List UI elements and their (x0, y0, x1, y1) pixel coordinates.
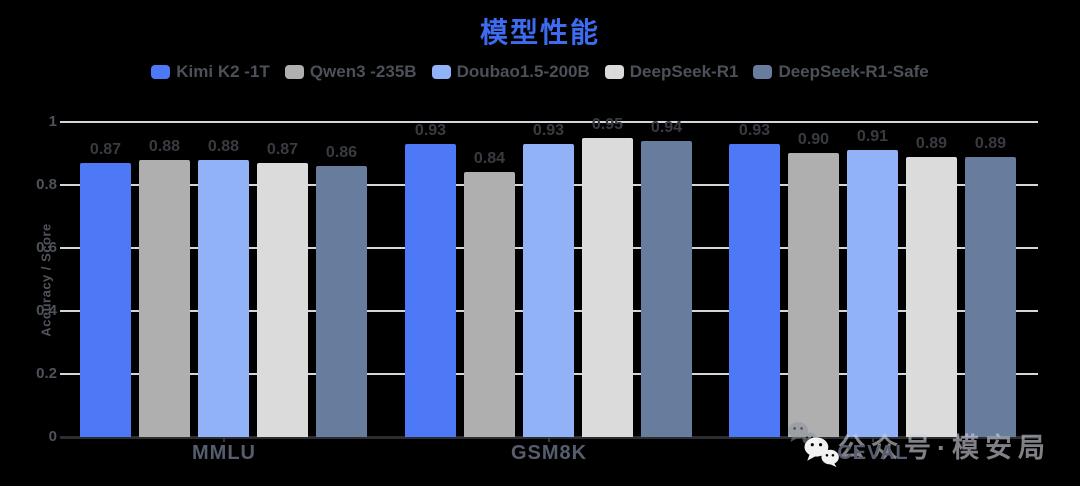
bar-mmlu-deepseek-r1-safe (316, 166, 367, 437)
bar-gsm8k-doubao1-5-200b (523, 144, 574, 437)
legend-swatch (284, 65, 304, 79)
x-axis-tick (223, 437, 225, 442)
x-category-label-mmlu: MMLU (192, 442, 256, 464)
bar-mmlu-doubao1-5-200b (198, 160, 249, 437)
bar-value-label: 0.87 (89, 141, 122, 158)
legend-item-deepseek-r1: DeepSeek-R1 (604, 62, 739, 82)
bar-ceval-qwen3-235b (788, 153, 839, 437)
bar-value-label: 0.94 (650, 119, 683, 136)
gridline (60, 121, 1038, 123)
bar-value-label: 0.89 (915, 135, 948, 152)
legend-item-deepseek-r1-safe: DeepSeek-R1-Safe (753, 62, 929, 82)
y-tick-label: 0.2 (36, 365, 57, 382)
bar-value-label: 0.91 (856, 128, 889, 145)
bar-value-label: 0.95 (591, 116, 624, 133)
bar-value-label: 0.90 (797, 131, 830, 148)
legend-swatch (151, 65, 171, 79)
legend-swatch (753, 65, 773, 79)
bar-value-label: 0.93 (532, 122, 565, 139)
x-axis-tick (872, 437, 874, 442)
bar-gsm8k-deepseek-r1-safe (641, 141, 692, 437)
y-tick-label: 0 (48, 428, 57, 445)
legend-label: DeepSeek-R1-Safe (778, 62, 929, 81)
legend-label: Kimi K2 -1T (176, 62, 270, 81)
legend-label: Qwen3 -235B (309, 62, 417, 81)
chart-legend: Kimi K2 -1T Qwen3 -235B Doubao1.5-200B Deep… (0, 60, 1080, 84)
y-tick-label: 1 (48, 113, 57, 130)
x-category-label-ceval: CEVAL (837, 442, 909, 464)
bar-mmlu-deepseek-r1 (257, 163, 308, 437)
x-category-label-gsm8k: GSM8K (510, 442, 588, 464)
chart-title: 模型性能 (479, 17, 600, 48)
bar-value-label: 0.93 (414, 122, 447, 139)
legend-item-doubao1-5-200b: Doubao1.5-200B (431, 62, 590, 82)
plot-area: 0.87 0.93 0.93 0.88 0.84 0.90 0.88 0.93 0.91 0.87… (60, 116, 1038, 439)
legend-item-qwen3-235b: Qwen3 -235B (284, 62, 417, 82)
y-tick-label: 0.4 (36, 302, 57, 319)
bar-gsm8k-qwen3-235b (464, 172, 515, 437)
bar-value-label: 0.87 (266, 141, 299, 158)
x-axis-tick (548, 437, 550, 442)
bar-mmlu-kimi-k2-1t (80, 163, 131, 437)
bar-gsm8k-deepseek-r1 (582, 138, 633, 437)
legend-label: DeepSeek-R1 (629, 62, 739, 81)
bar-value-label: 0.88 (148, 138, 181, 155)
bar-value-label: 0.89 (974, 135, 1007, 152)
legend-swatch (431, 65, 451, 79)
bar-ceval-kimi-k2-1t (729, 144, 780, 437)
bar-mmlu-qwen3-235b (139, 160, 190, 437)
legend-swatch (604, 65, 624, 79)
y-tick-label: 0.8 (36, 176, 57, 193)
bar-value-label: 0.93 (738, 122, 771, 139)
bar-value-label: 0.88 (207, 138, 240, 155)
wechat-icon (804, 437, 839, 468)
bar-value-label: 0.84 (473, 150, 506, 167)
bar-ceval-deepseek-r1 (906, 157, 957, 437)
bar-ceval-doubao1-5-200b (847, 150, 898, 437)
y-tick-label: 0.6 (36, 239, 57, 256)
bar-gsm8k-kimi-k2-1t (405, 144, 456, 437)
legend-item-kimi-k2-1t: Kimi K2 -1T (151, 62, 270, 82)
legend-label: Doubao1.5-200B (456, 62, 590, 81)
bar-value-label: 0.86 (325, 144, 358, 161)
bar-ceval-deepseek-r1-safe (965, 157, 1016, 437)
